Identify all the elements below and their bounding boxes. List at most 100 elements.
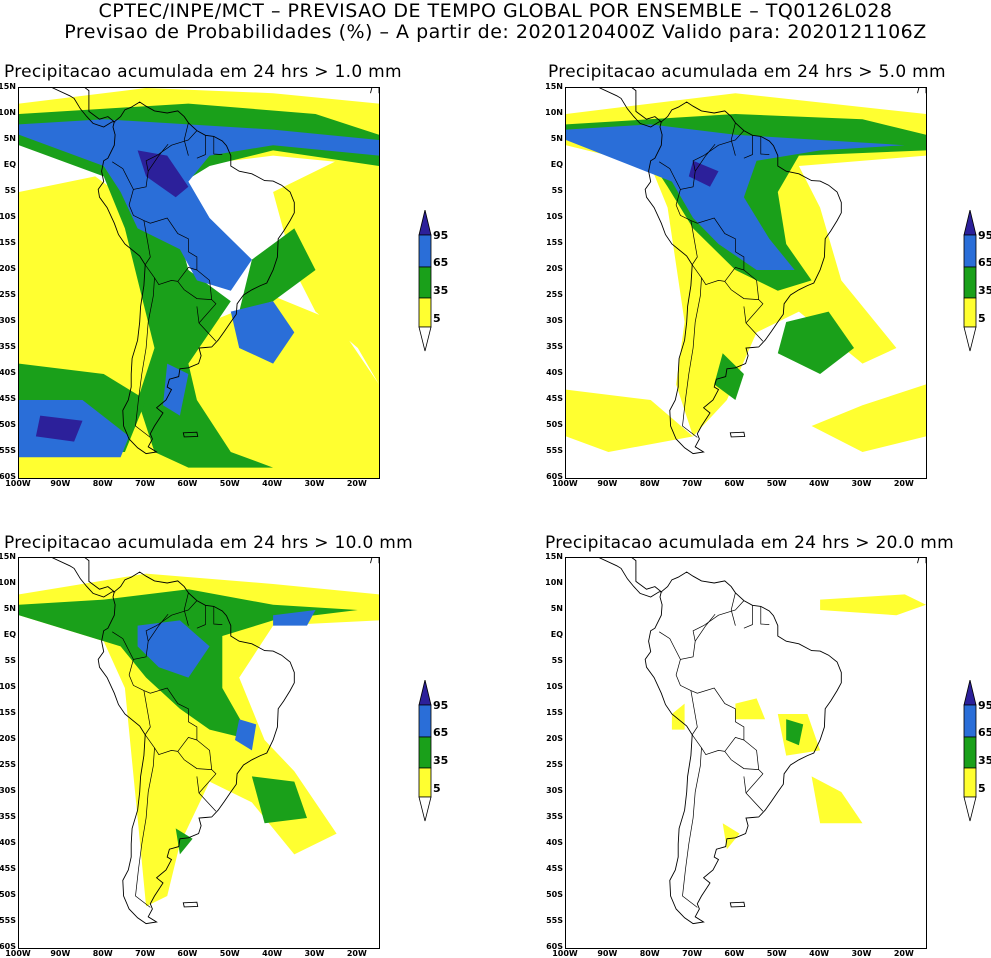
legend-label: 35	[433, 284, 449, 297]
legend-swatch	[418, 736, 432, 769]
probability-contour-c5	[735, 698, 766, 720]
panel-title: Precipitacao acumulada em 24 hrs > 10.0 …	[4, 533, 413, 553]
lon-tick-label: 40W	[262, 949, 283, 958]
country-border	[135, 277, 155, 438]
lat-tick-label: 35S	[0, 342, 16, 351]
lon-tick-label: 30W	[304, 949, 325, 958]
lat-tick-label: 40S	[0, 838, 16, 847]
lat-tick-label: 60S	[0, 472, 16, 481]
lat-tick-label: 55S	[546, 916, 563, 925]
map-area	[565, 87, 927, 479]
lon-tick-label: 70W	[682, 479, 703, 488]
lat-tick-label: 15N	[0, 552, 16, 561]
legend-label: 5	[433, 312, 441, 325]
central-america-outline	[52, 88, 116, 128]
color-legend: 95 65 35 5	[963, 679, 991, 830]
legend-label: 5	[978, 782, 986, 795]
lat-tick-label: 30S	[0, 786, 16, 795]
country-border	[694, 613, 716, 642]
lat-tick-label: 20S	[546, 734, 563, 743]
lat-tick-label: 10N	[545, 108, 563, 117]
probability-contour-c5	[820, 594, 926, 616]
probability-contour-c5	[19, 573, 379, 907]
probability-contour-c95	[35, 415, 83, 442]
lat-tick-label: 25S	[546, 290, 563, 299]
lon-tick-label: 60W	[724, 479, 745, 488]
lat-tick-label: 40S	[546, 368, 563, 377]
country-border	[147, 143, 169, 172]
country-border	[724, 751, 759, 770]
lat-tick-label: 15S	[0, 238, 16, 247]
legend-swatch	[418, 326, 432, 352]
lon-tick-label: 90W	[50, 479, 71, 488]
country-border	[690, 220, 745, 286]
lat-tick-label: EQ	[3, 160, 16, 169]
lon-tick-label: 90W	[597, 949, 618, 958]
lat-tick-label: 30S	[546, 316, 563, 325]
lon-tick-label: 20W	[346, 479, 367, 488]
country-border	[743, 306, 747, 324]
country-border	[143, 220, 198, 286]
lat-tick-label: EQ	[3, 630, 16, 639]
lat-tick-label: 45S	[546, 864, 563, 873]
country-border	[112, 631, 134, 660]
lat-tick-label: 45S	[0, 864, 16, 873]
lat-tick-label: 15S	[0, 708, 16, 717]
probability-contour-c35	[786, 719, 804, 746]
map-area	[18, 557, 380, 949]
lat-tick-label: EQ	[550, 160, 563, 169]
lat-tick-label: 15N	[545, 552, 563, 561]
legend-swatch	[418, 209, 432, 236]
probability-contour-c95	[688, 160, 719, 187]
color-legend: 95 65 35 5	[418, 679, 468, 830]
country-border	[743, 605, 753, 629]
country-border	[694, 143, 716, 172]
lon-tick-label: 70W	[135, 949, 156, 958]
legend-label: 65	[978, 726, 991, 739]
probability-contour-c65	[273, 610, 316, 626]
header-title: CPTEC/INPE/MCT – PREVISAO DE TEMPO GLOBA…	[98, 0, 893, 22]
lat-tick-label: 25S	[0, 760, 16, 769]
country-border	[213, 136, 223, 155]
lat-tick-label: 40S	[546, 838, 563, 847]
country-border	[177, 751, 212, 770]
legend-label: 35	[433, 754, 449, 767]
lon-tick-label: 90W	[597, 479, 618, 488]
lat-tick-label: 50S	[546, 420, 563, 429]
lat-tick-label: 55S	[0, 446, 16, 455]
lon-tick-label: 20W	[893, 949, 914, 958]
header-subtitle: Previsao de Probabilidades (%) – A parti…	[64, 21, 927, 43]
lat-tick-label: 60S	[546, 472, 563, 481]
lon-tick-label: 60W	[177, 949, 198, 958]
falklands-outline	[182, 901, 199, 908]
lon-tick-label: 100W	[5, 479, 31, 488]
lat-tick-label: 10N	[0, 578, 16, 587]
lat-tick-label: 5S	[4, 186, 16, 195]
legend-swatch	[963, 234, 977, 268]
legend-label: 95	[433, 699, 449, 712]
central-america-outline	[599, 88, 663, 128]
legend-swatch	[963, 297, 977, 328]
legend-swatch	[418, 266, 432, 299]
probability-contour-c5	[566, 389, 694, 452]
country-border	[147, 613, 169, 642]
country-border	[730, 122, 736, 156]
continent-outline	[97, 101, 295, 455]
lat-tick-label: 25S	[0, 290, 16, 299]
lat-tick-label: 15N	[545, 82, 563, 91]
lon-tick-label: 20W	[893, 479, 914, 488]
legend-colorbar	[963, 679, 977, 822]
lon-tick-label: 50W	[219, 949, 240, 958]
lat-tick-label: 45S	[546, 394, 563, 403]
country-border	[724, 281, 759, 300]
legend-swatch	[963, 209, 977, 236]
probability-map	[19, 558, 379, 925]
legend-swatch	[963, 767, 977, 798]
probability-contour-c95	[137, 150, 189, 198]
probability-contour-c5	[811, 384, 926, 452]
lon-tick-label: 50W	[219, 479, 240, 488]
probability-contour-c35	[251, 776, 307, 824]
legend-label: 35	[978, 284, 991, 297]
africa-coast	[370, 558, 379, 564]
continent-outline	[97, 571, 295, 925]
